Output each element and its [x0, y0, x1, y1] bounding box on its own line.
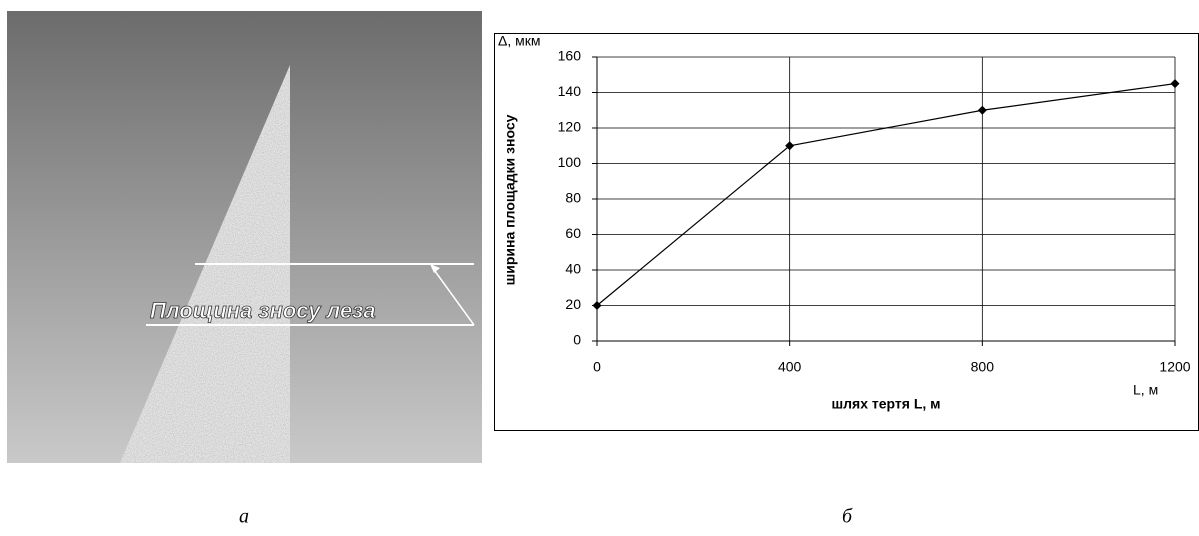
caption: б [842, 506, 853, 528]
x-unit-label: L, м [1133, 382, 1158, 398]
x-tick-label: 400 [778, 359, 802, 375]
caption: а [239, 506, 249, 528]
x-axis-title: шлях тертя L, м [831, 396, 940, 412]
photo: Площина зносу леза [7, 11, 482, 463]
y-tick-label: 0 [573, 332, 581, 348]
y-tick-label: 60 [565, 225, 581, 241]
data-point [1171, 79, 1180, 88]
x-tick-label: 1200 [1159, 359, 1190, 375]
y-axis-title: ширина площадки зносу [502, 114, 518, 285]
data-point [978, 106, 987, 115]
y-tick-label: 140 [558, 83, 582, 99]
y-tick-label: 120 [558, 119, 582, 135]
y-unit-label: Δ, мкм [498, 33, 541, 49]
plot: 0 20 40 60 80 100 120 140 160 0 400 800 1200 [558, 48, 1191, 375]
figure: Площина зносу леза а б Δ, мкм L, м шлях … [0, 0, 1199, 536]
y-tick-label: 80 [565, 190, 581, 206]
x-tick-label: 0 [593, 359, 601, 375]
y-tick-label: 20 [565, 296, 581, 312]
y-tick-label: 40 [565, 261, 581, 277]
x-tick-label: 800 [971, 359, 995, 375]
photo-label: Площина зносу леза [150, 298, 376, 323]
y-tick-label: 100 [558, 154, 582, 170]
y-tick-label: 160 [558, 48, 582, 64]
data-line [597, 84, 1175, 306]
